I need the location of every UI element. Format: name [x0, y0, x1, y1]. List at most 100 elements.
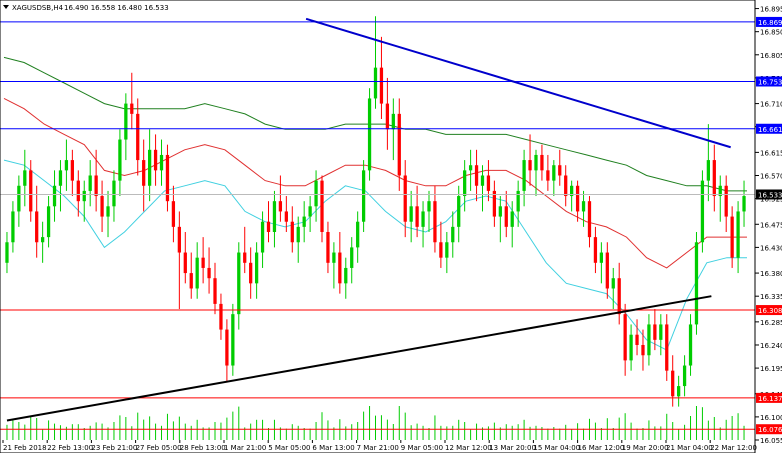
candle-body	[391, 113, 395, 130]
candle-body	[629, 334, 633, 361]
candle	[201, 237, 205, 284]
candle-body	[623, 314, 627, 361]
candle	[587, 196, 592, 248]
candle	[338, 231, 342, 294]
candle	[677, 375, 681, 407]
candle-body	[421, 211, 425, 227]
candle-body	[5, 242, 9, 263]
candle-body	[445, 242, 449, 258]
candle-body	[540, 154, 544, 171]
candle-body	[724, 185, 728, 217]
candle-body	[70, 160, 74, 181]
level-label: 16.308	[758, 307, 782, 315]
candle-body	[688, 324, 693, 366]
candle-body	[249, 262, 253, 284]
candle-body	[581, 201, 586, 212]
candle	[397, 98, 401, 191]
candle-body	[17, 185, 21, 212]
candle	[742, 180, 746, 227]
dropdown-triangle-icon[interactable]	[3, 5, 9, 9]
candle	[94, 149, 98, 212]
candle	[373, 16, 378, 109]
candle-body	[433, 201, 437, 243]
candle	[82, 180, 86, 222]
symbol-label: XAGUSDSB,H4	[12, 4, 64, 12]
candle-body	[344, 267, 348, 284]
candle	[712, 144, 716, 212]
candle-body	[243, 252, 247, 263]
candle-body	[338, 252, 342, 284]
level-label-box	[756, 392, 782, 403]
x-tick-label: 21 Feb 2018	[3, 444, 47, 452]
level-label-box	[756, 424, 782, 435]
candle	[350, 237, 354, 284]
y-tick-label: 16.285	[760, 319, 782, 327]
candle-body	[552, 165, 556, 181]
y-tick-label: 16.710	[760, 101, 782, 109]
candle-body	[712, 160, 716, 197]
candle-body	[694, 242, 699, 325]
level-label-box	[756, 76, 782, 87]
candle	[237, 242, 241, 330]
x-tick-label: 6 Mar 13:00	[312, 444, 354, 452]
candle-body	[439, 242, 443, 258]
candle	[147, 129, 152, 202]
candle	[284, 196, 288, 232]
candle	[332, 242, 336, 289]
candle	[356, 211, 360, 263]
candle-body	[510, 211, 514, 227]
candle-body	[106, 206, 110, 217]
candle-body	[677, 386, 681, 397]
candle-body	[124, 103, 128, 140]
candle	[296, 216, 300, 263]
candle-body	[94, 175, 98, 197]
candle	[272, 190, 277, 248]
y-tick-label: 16.430	[760, 244, 782, 252]
candle-body	[153, 149, 158, 171]
y-tick-label: 16.380	[760, 270, 782, 278]
candle-body	[671, 370, 675, 397]
candle-body	[641, 344, 645, 356]
candle	[124, 93, 128, 161]
candle	[617, 262, 621, 325]
candle	[552, 160, 556, 197]
candle	[46, 196, 51, 248]
candle	[243, 226, 247, 274]
candle	[165, 144, 170, 212]
candle-body	[361, 170, 366, 222]
candle	[564, 165, 568, 207]
candle-body	[700, 180, 705, 243]
candle	[682, 355, 687, 397]
x-tick-label: 9 Mar 05:00	[401, 444, 443, 452]
candle	[593, 226, 598, 274]
candle	[29, 160, 33, 222]
candle	[23, 149, 27, 207]
candle-body	[314, 180, 318, 207]
y-tick-label: 16.615	[760, 149, 782, 157]
y-tick-label: 16.570	[760, 172, 782, 180]
candle-body	[736, 211, 740, 258]
candle	[522, 149, 526, 207]
candle	[546, 154, 550, 191]
candle-body	[58, 170, 63, 186]
candle	[136, 98, 140, 176]
candle-body	[142, 160, 146, 186]
trendline-resistance	[305, 17, 731, 149]
candle-body	[136, 113, 140, 161]
price-labels: 16.869 16.753 16.661 16.308 16.137 16.076 16.5…	[756, 16, 782, 435]
current-price-label: 16.533	[758, 191, 782, 199]
candle-body	[706, 160, 710, 181]
candle-body	[350, 247, 354, 268]
candle-body	[570, 185, 574, 197]
candle-body	[415, 206, 419, 227]
y-tick-label: 16.850	[760, 29, 782, 37]
candle-body	[647, 324, 651, 356]
candle-body	[486, 175, 491, 191]
candle	[528, 134, 532, 186]
candle	[290, 206, 294, 253]
candle	[52, 170, 57, 222]
candle	[213, 262, 217, 315]
